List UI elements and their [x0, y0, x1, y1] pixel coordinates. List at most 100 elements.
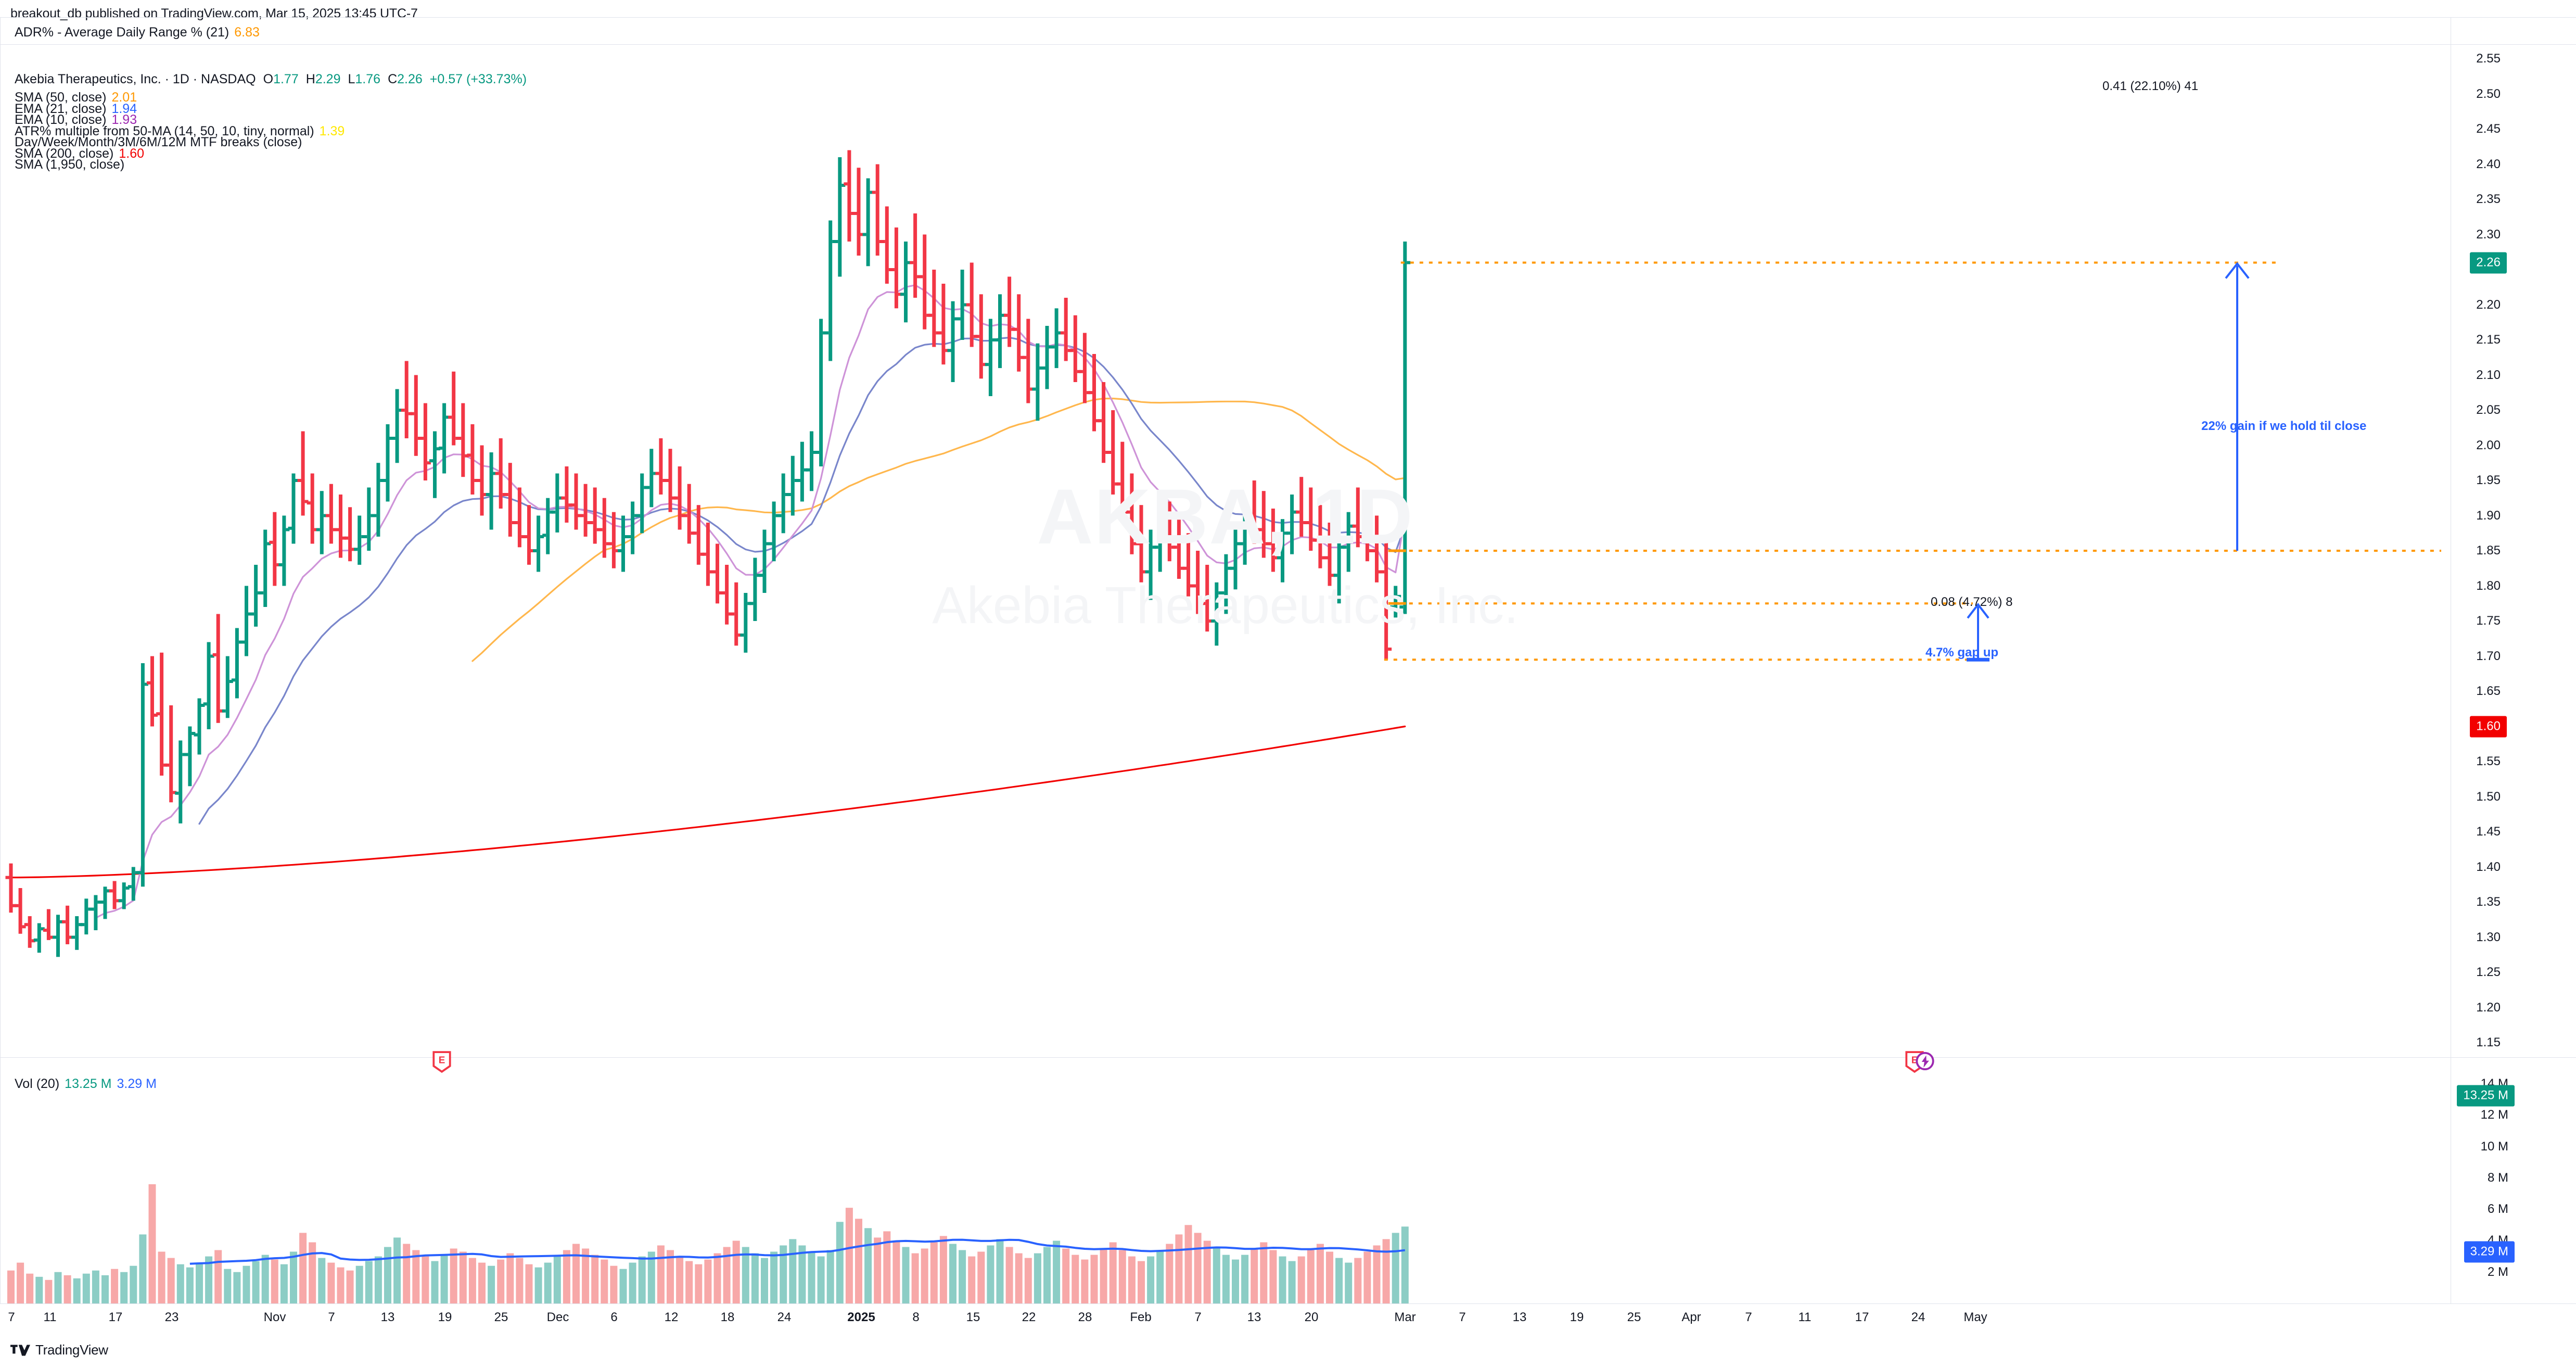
time-axis-tick: 7: [1459, 1310, 1466, 1324]
open-label: O: [263, 72, 274, 86]
time-axis-tick: 8: [912, 1310, 920, 1324]
time-axis-tick: 15: [966, 1310, 980, 1324]
volume-value-badge[interactable]: 13.25 M: [2457, 1085, 2515, 1107]
low-label: L: [348, 72, 355, 86]
indicator-legend-item[interactable]: EMA (21, close) 1.94: [15, 101, 137, 116]
volume-axis-tick: 8 M: [2487, 1170, 2508, 1185]
time-axis-tick: 17: [1855, 1310, 1869, 1324]
time-axis-tick: 11: [1798, 1310, 1812, 1324]
time-axis-tick: 17: [108, 1310, 123, 1324]
time-axis-tick: 6: [610, 1310, 618, 1324]
price-axis-tick: 1.55: [2476, 754, 2501, 768]
volume-chart-plot[interactable]: [1, 1074, 2450, 1303]
split-event-icon[interactable]: [1915, 1050, 1935, 1073]
indicator-adr-row[interactable]: ADR% - Average Daily Range % (21) 6.83: [15, 26, 260, 39]
price-axis-tick: 1.40: [2476, 859, 2501, 874]
left-edge-divider: [0, 17, 1, 1303]
time-axis[interactable]: 7 11 17 23 Nov 7 13 19 25 Dec 6 12 18 24 2025 8 15 22 28 Fe…: [0, 1304, 2576, 1335]
indicator-legend-item[interactable]: ATR% multiple from 50-MA (14, 50, 10, ti…: [15, 123, 345, 138]
price-svg: [5, 150, 2441, 957]
open-value: 1.77: [273, 72, 299, 86]
adr-value: 6.83: [234, 25, 260, 40]
price-chart-plot[interactable]: AKBA, 1D Akebia Therapeutics, Inc.: [1, 45, 2450, 1057]
time-axis-tick: 7: [1194, 1310, 1202, 1324]
change-value: +0.57 (+33.73%): [429, 72, 527, 86]
time-axis-tick: 22: [1022, 1310, 1036, 1324]
time-axis-tick: 13: [380, 1310, 395, 1324]
price-axis-tick: 1.80: [2476, 578, 2501, 593]
close-label: C: [388, 72, 398, 86]
time-axis-tick: 18: [720, 1310, 735, 1324]
symbol-legend-row[interactable]: Akebia Therapeutics, Inc. · 1D · NASDAQ O…: [15, 73, 527, 86]
indicator-legend-item[interactable]: SMA (200, close) 1.60: [15, 147, 144, 160]
time-axis-tick: 19: [1570, 1310, 1584, 1324]
price-axis-tick: 1.35: [2476, 895, 2501, 909]
price-axis-tick: 1.90: [2476, 508, 2501, 523]
indicator-legend-label: SMA (200, close): [15, 146, 114, 161]
price-axis-tick: 1.15: [2476, 1035, 2501, 1049]
low-value: 1.76: [355, 72, 381, 86]
gain-measure-label[interactable]: 0.41 (22.10%) 41: [2102, 79, 2199, 93]
price-axis-tick: 2.45: [2476, 122, 2501, 136]
gain-note-label[interactable]: 22% gain if we hold til close: [2201, 419, 2367, 433]
volume-axis-tick: 6 M: [2487, 1202, 2508, 1217]
indicator-legend-item[interactable]: Day/Week/Month/3M/6M/12M MTF breaks (clo…: [15, 136, 302, 149]
volume-svg: [7, 1184, 1409, 1303]
indicator-legend-label: EMA (21, close): [15, 101, 107, 116]
tradingview-logo-icon: [10, 1344, 30, 1356]
price-axis-tick: 1.45: [2476, 825, 2501, 839]
time-axis-tick: 13: [1247, 1310, 1261, 1324]
volume-axis-tick: 12 M: [2480, 1108, 2508, 1122]
time-axis-tick: 7: [328, 1310, 335, 1324]
volume-axis-tick: 10 M: [2480, 1139, 2508, 1154]
time-axis-tick: Dec: [546, 1310, 569, 1324]
price-axis-tick: 1.70: [2476, 649, 2501, 663]
symbol-title: Akebia Therapeutics, Inc. · 1D · NASDAQ: [15, 72, 256, 86]
indicator-legend-label: Day/Week/Month/3M/6M/12M MTF breaks (clo…: [15, 135, 302, 149]
indicator-legend-label: SMA (50, close): [15, 90, 107, 105]
time-axis-tick: 11: [43, 1310, 57, 1324]
volume-legend-row[interactable]: Vol (20) 13.25 M 3.29 M: [15, 1078, 157, 1091]
indicator-legend-item[interactable]: EMA (10, close) 1.93: [15, 113, 137, 126]
earnings-icon[interactable]: E: [432, 1050, 452, 1073]
time-axis-tick: Feb: [1130, 1310, 1152, 1324]
indicator-legend-item[interactable]: SMA (50, close) 2.01: [15, 91, 137, 104]
time-axis-tick: 28: [1078, 1310, 1092, 1324]
time-axis-tick: 20: [1304, 1310, 1319, 1324]
price-axis[interactable]: 2.552.502.452.402.352.302.252.202.152.10…: [2451, 45, 2576, 1057]
time-axis-tick: Apr: [1681, 1310, 1701, 1324]
time-axis-tick: 25: [494, 1310, 508, 1324]
price-axis-tick: 2.50: [2476, 86, 2501, 101]
gap-measure-label[interactable]: 0.08 (4.72%) 8: [1931, 595, 2013, 609]
price-axis-tick: 1.30: [2476, 930, 2501, 944]
volume-ma-badge[interactable]: 3.29 M: [2464, 1241, 2515, 1263]
panel-divider-top: [0, 17, 2576, 18]
volume-ma-value: 3.29 M: [117, 1076, 157, 1091]
time-axis-tick: May: [1963, 1310, 1987, 1324]
time-axis-tick: 7: [8, 1310, 15, 1324]
price-axis-tick: 2.30: [2476, 227, 2501, 242]
time-axis-tick: 24: [777, 1310, 792, 1324]
panel-divider-volume: [0, 1057, 2576, 1058]
price-axis-tick: 1.95: [2476, 473, 2501, 487]
indicator-legend-label: EMA (10, close): [15, 112, 107, 127]
tradingview-logo-text: TradingView: [35, 1342, 108, 1358]
last-price-badge[interactable]: 2.26: [2470, 252, 2507, 273]
time-axis-tick: 7: [1745, 1310, 1752, 1324]
indicator-legend-item[interactable]: SMA (1,950, close): [15, 158, 124, 171]
volume-axis-tick: 2 M: [2487, 1264, 2508, 1279]
gap-note-label[interactable]: 4.7% gap up: [1925, 645, 1999, 660]
indicator-legend-label: ATR% multiple from 50-MA (14, 50, 10, ti…: [15, 123, 314, 138]
price-axis-tick: 1.50: [2476, 789, 2501, 804]
sma200-price-badge[interactable]: 1.60: [2470, 716, 2507, 737]
time-axis-tick: Mar: [1394, 1310, 1416, 1324]
svg-text:E: E: [439, 1054, 445, 1065]
volume-value: 13.25 M: [65, 1076, 112, 1091]
price-axis-tick: 1.25: [2476, 965, 2501, 979]
time-axis-tick: 23: [164, 1310, 179, 1324]
panel-divider-indicator: [0, 44, 2576, 45]
time-axis-tick: 19: [438, 1310, 452, 1324]
price-axis-tick: 1.75: [2476, 614, 2501, 628]
